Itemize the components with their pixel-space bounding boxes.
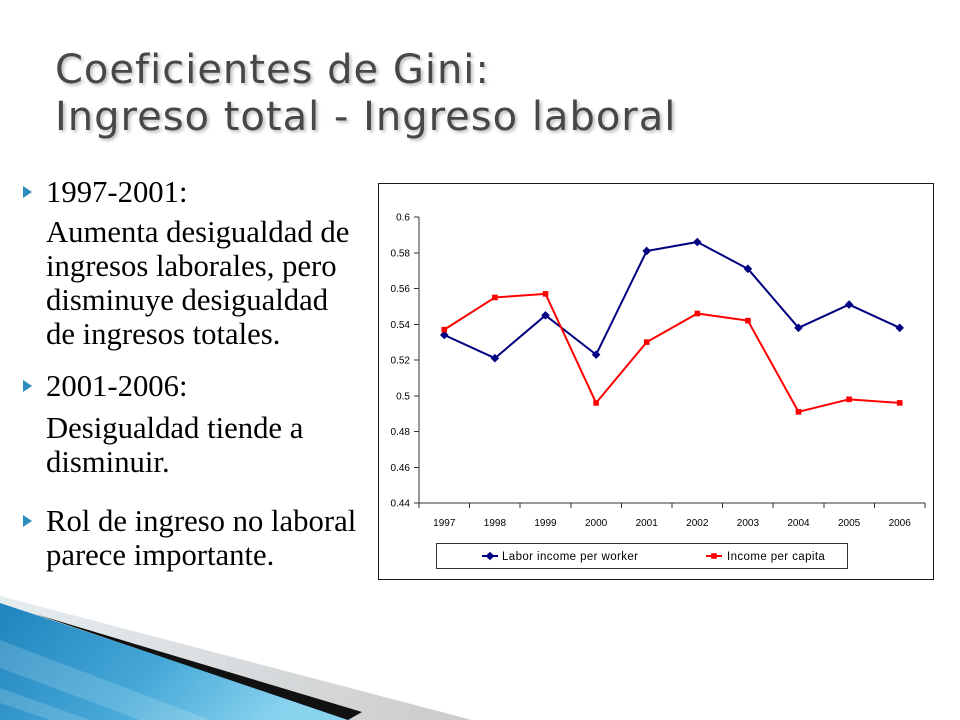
data-point-marker xyxy=(542,291,549,297)
x-tick-label: 1999 xyxy=(534,518,557,529)
series-line xyxy=(443,292,900,413)
bullet-1-detail: Aumenta desigualdad de ingresos laborale… xyxy=(46,215,349,351)
x-tick-label: 1997 xyxy=(433,518,456,529)
detail-line: Aumenta desigualdad de xyxy=(46,215,350,249)
data-point-marker xyxy=(643,339,650,345)
bullet-2-heading: 2001-2006: xyxy=(46,369,188,403)
y-tick-label: 0.48 xyxy=(391,427,411,438)
x-tick-label: 2003 xyxy=(737,518,760,529)
data-point-marker xyxy=(591,350,601,359)
data-point-marker xyxy=(593,400,599,406)
detail-line: Desigualdad tiende a xyxy=(46,411,304,445)
data-point-marker xyxy=(441,326,448,333)
series-line xyxy=(443,241,901,360)
title-line-2: Ingreso total - Ingreso laboral xyxy=(55,94,677,140)
series-income-per-capita xyxy=(441,291,903,415)
x-tick-label: 2005 xyxy=(838,518,861,529)
slide-title: Coeficientes de Gini: Ingreso total - In… xyxy=(55,47,676,141)
detail-line: de ingresos totales. xyxy=(46,317,281,351)
triangle-right-icon xyxy=(23,380,32,392)
legend-label: Income per capita xyxy=(727,551,825,563)
y-tick-label: 0.44 xyxy=(391,499,411,510)
y-tick-label: 0.58 xyxy=(391,248,411,259)
data-point-marker xyxy=(642,246,651,256)
data-point-marker xyxy=(795,409,802,415)
triangle-right-icon xyxy=(23,186,32,198)
detail-line: ingresos laborales, pero xyxy=(46,249,337,283)
line-chart: 0.6 0.58 0.56 0.54 0.52 0.5 0.48 0.46 0.44 1997 19… xyxy=(391,213,926,569)
data-point-marker xyxy=(846,396,852,403)
y-tick-label: 0.5 xyxy=(396,391,410,402)
x-tick-label: 2000 xyxy=(585,518,608,529)
bullet-2-detail: Desigualdad tiende a disminuir. xyxy=(46,411,303,479)
series-labor-income-per-worker xyxy=(440,237,904,363)
x-tick-label: 1998 xyxy=(484,518,507,529)
black-wedge-shape xyxy=(35,614,362,720)
data-point-marker xyxy=(895,323,904,333)
bullet-2: 2001-2006: xyxy=(46,369,188,403)
legend-swatch-marker xyxy=(711,553,717,559)
legend-label: Labor income per worker xyxy=(502,551,638,563)
data-point-marker xyxy=(745,317,751,324)
bullet-1-heading: 1997-2001: xyxy=(46,175,188,209)
wedge-highlight-stripe xyxy=(0,640,210,720)
chart-container: 0.6 0.58 0.56 0.54 0.52 0.5 0.48 0.46 0.44 1997 19… xyxy=(378,183,934,580)
data-point-marker xyxy=(794,323,803,333)
x-tick-label: 2001 xyxy=(636,518,659,529)
chart-legend: Labor income per worker Income per capita xyxy=(436,543,848,569)
bullet-3-line: parece importante. xyxy=(46,538,275,572)
x-tick-label: 2004 xyxy=(787,518,810,529)
wedge-highlight-stripe xyxy=(0,688,90,720)
detail-line: disminuir. xyxy=(46,445,170,479)
legend-box xyxy=(436,543,848,569)
x-tick-label: 2002 xyxy=(686,518,709,529)
y-tick-label: 0.46 xyxy=(391,463,411,474)
bullet-3-line: Rol de ingreso no laboral xyxy=(46,504,357,538)
y-tick-label: 0.54 xyxy=(391,320,411,331)
bullet-3: Rol de ingreso no laboral parece importa… xyxy=(46,504,356,572)
detail-line: disminuye desigualdad xyxy=(46,283,329,317)
data-point-marker xyxy=(693,237,702,247)
x-tick-label: 2006 xyxy=(889,518,912,529)
triangle-right-icon xyxy=(23,515,32,527)
y-tick-label: 0.56 xyxy=(391,284,411,295)
data-point-marker xyxy=(844,300,854,309)
data-point-marker xyxy=(896,400,903,406)
data-point-marker xyxy=(490,353,500,363)
title-line-1: Coeficientes de Gini: xyxy=(55,47,490,93)
data-point-marker xyxy=(694,310,701,317)
y-tick-label: 0.6 xyxy=(396,213,410,224)
bullet-1: 1997-2001: xyxy=(46,175,188,209)
y-tick-label: 0.52 xyxy=(391,356,411,367)
data-point-marker xyxy=(492,294,498,301)
